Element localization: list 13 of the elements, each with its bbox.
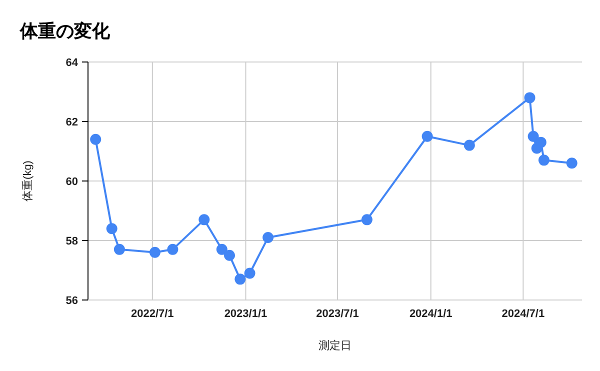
x-tick-label: 2023/7/1 — [316, 308, 359, 320]
y-tick-label: 58 — [66, 236, 78, 248]
y-tick-label: 64 — [66, 57, 79, 69]
y-tick-label: 62 — [66, 116, 78, 128]
x-tick-label: 2023/1/1 — [224, 308, 268, 320]
x-tick-label: 2024/1/1 — [409, 308, 452, 320]
y-axis-title: 体重(kg) — [21, 160, 34, 202]
x-axis-title: 測定日 — [318, 339, 352, 352]
x-tick-label: 2024/7/1 — [502, 308, 545, 320]
x-tick-label: 2022/7/1 — [131, 308, 174, 320]
y-tick-label: 56 — [66, 295, 78, 307]
chart-title: 体重の変化 — [19, 21, 111, 41]
y-tick-label: 60 — [66, 176, 78, 188]
